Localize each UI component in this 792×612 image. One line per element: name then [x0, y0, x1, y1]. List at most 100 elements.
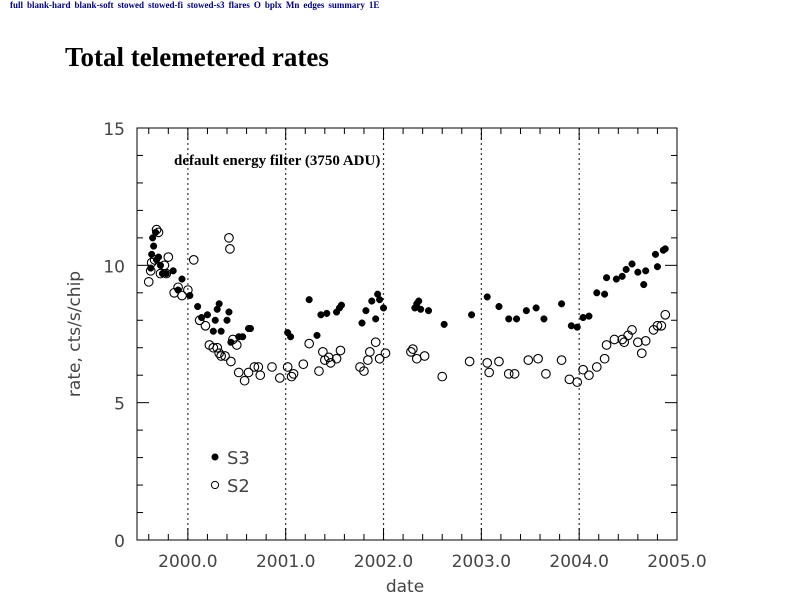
s3-point — [287, 333, 295, 341]
s3-point — [323, 309, 331, 317]
s2-point — [627, 325, 637, 335]
s3-point — [567, 322, 575, 330]
s2-point — [220, 351, 230, 361]
s2-point — [578, 364, 588, 375]
page-title: Total telemetered rates — [65, 42, 329, 72]
s2-point — [231, 340, 242, 350]
s3-point — [622, 265, 630, 274]
s2-point — [335, 345, 346, 356]
s2-point — [533, 353, 543, 364]
s3-point — [211, 316, 219, 324]
nav-link-o[interactable]: O — [253, 0, 261, 10]
s2-point — [633, 337, 643, 348]
s3-point — [203, 311, 211, 319]
s2-point — [591, 362, 602, 372]
report-nav: full blank-hard blank-soft stowed stowed-fi s… — [10, 0, 383, 10]
nav-link-blank-soft[interactable]: blank-soft — [74, 0, 114, 10]
s3-point — [661, 245, 669, 253]
s3-point — [593, 289, 601, 297]
s2-point — [282, 362, 293, 372]
s2-point — [224, 233, 234, 243]
s2-point — [183, 285, 193, 295]
chart-annotation: default energy filter (3750 ADU) — [174, 153, 380, 169]
s2-point — [225, 244, 235, 254]
s2-point — [200, 320, 211, 331]
s2-point — [509, 368, 520, 379]
s3-point — [642, 267, 650, 275]
s2-point — [216, 351, 226, 361]
s3-point — [149, 234, 157, 242]
s3-point — [305, 296, 313, 304]
nav-link-full[interactable]: full — [10, 0, 24, 10]
x-tick-label: 2005.0 — [647, 552, 706, 572]
s2-point — [601, 340, 612, 350]
s3-point — [522, 307, 530, 315]
s2-point — [314, 366, 324, 376]
s2-point — [660, 309, 671, 320]
nav-link-mn[interactable]: Mn — [285, 0, 300, 10]
x-tick-label: 2000.0 — [158, 552, 217, 572]
s3-point — [653, 263, 661, 271]
s3-point — [468, 311, 476, 319]
nav-link-blank-hard[interactable]: blank-hard — [27, 0, 71, 10]
legend-marker-s3 — [211, 453, 219, 461]
s2-point — [464, 356, 475, 367]
s3-point — [579, 313, 587, 322]
s3-point — [225, 308, 233, 316]
nav-link-edges[interactable]: edges — [303, 0, 325, 10]
nav-link-1e[interactable]: 1E — [368, 0, 380, 10]
s2-point — [323, 352, 334, 363]
s2-point — [226, 356, 236, 367]
s2-point — [656, 320, 667, 331]
nav-link-stowed-s3[interactable]: stowed-s3 — [187, 0, 225, 10]
s3-point — [651, 250, 660, 258]
s2-point — [331, 353, 342, 364]
s2-point — [274, 373, 285, 383]
plot-frame — [136, 127, 678, 541]
nav-link-bplx[interactable]: bplx — [264, 0, 282, 10]
s2-point — [151, 224, 162, 235]
legend-marker-s2 — [210, 480, 220, 490]
y-tick-label: 5 — [114, 395, 125, 415]
x-axis-label: date — [386, 577, 424, 597]
y-tick-label: 10 — [103, 257, 125, 277]
s3-point — [440, 320, 448, 328]
s3-point — [368, 297, 376, 305]
axis-ticks — [137, 127, 678, 541]
s2-point — [523, 355, 534, 365]
s3-point — [601, 290, 609, 298]
s2-point — [494, 356, 504, 367]
s2-point — [161, 268, 172, 279]
s3-point — [317, 311, 325, 319]
x-tick-label: 2001.0 — [256, 552, 315, 572]
s2-point — [503, 368, 514, 379]
s2-point — [572, 377, 583, 387]
s3-point — [495, 302, 503, 311]
s3-point — [223, 316, 231, 324]
s2-point — [208, 342, 219, 353]
s2-point — [149, 254, 160, 265]
x-tick-label: 2004.0 — [549, 552, 608, 572]
s2-point — [194, 315, 205, 326]
s3-point — [505, 315, 513, 323]
legend-label-s2: S2 — [227, 476, 250, 497]
s3-point — [618, 272, 626, 280]
s3-point — [424, 307, 433, 315]
s2-point — [188, 254, 199, 265]
s3-point — [634, 268, 642, 276]
s2-point — [288, 368, 299, 379]
nav-link-stowed[interactable]: stowed — [117, 0, 145, 10]
nav-link-stowed-fi[interactable]: stowed-fi — [148, 0, 184, 10]
s2-point — [233, 367, 244, 378]
s3-point — [376, 296, 384, 304]
nav-link-flares[interactable]: flares — [228, 0, 250, 10]
x-tick-label: 2003.0 — [452, 552, 511, 572]
s2-point — [380, 348, 391, 359]
nav-link-summary[interactable]: summary — [328, 0, 365, 10]
y-tick-labels: 0 5 10 15 — [103, 120, 125, 552]
s2-point — [584, 370, 594, 381]
s3-point — [358, 319, 366, 327]
s3-point — [215, 300, 223, 308]
